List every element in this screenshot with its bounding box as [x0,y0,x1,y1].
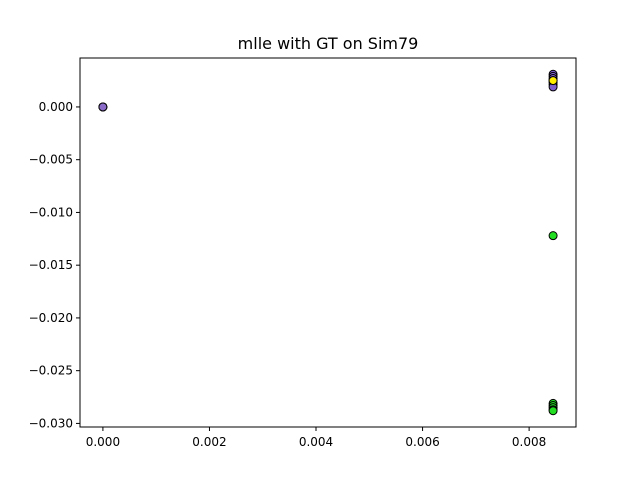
y-tick-label: −0.030 [29,416,73,430]
x-tick-label: 0.002 [192,435,226,449]
y-axis: 0.000 −0.005 −0.010 −0.015 −0.020 −0.025 −0.03… [29,100,80,430]
data-point [548,231,558,241]
x-tick-label: 0.006 [405,435,439,449]
y-tick-label: −0.010 [29,205,73,219]
x-tick-label: 0.008 [512,435,546,449]
series-3 [548,76,558,86]
y-tick-label: 0.000 [39,100,73,114]
y-tick-label: −0.005 [29,153,73,167]
scatter-points [98,69,558,416]
data-point [548,406,558,416]
y-tick-label: −0.025 [29,364,73,378]
y-tick-label: −0.020 [29,311,73,325]
x-axis: 0.000 0.002 0.004 0.006 0.008 [86,427,546,449]
plot-frame [79,57,577,428]
x-tick-label: 0.000 [86,435,120,449]
plot-area [79,57,577,428]
y-tick-label: −0.015 [29,258,73,272]
series-0 [98,102,108,112]
x-tick-label: 0.004 [299,435,333,449]
chart-title: mlle with GT on Sim79 [238,34,419,53]
series-1 [548,231,558,416]
data-point [548,76,558,86]
data-point [98,102,108,112]
